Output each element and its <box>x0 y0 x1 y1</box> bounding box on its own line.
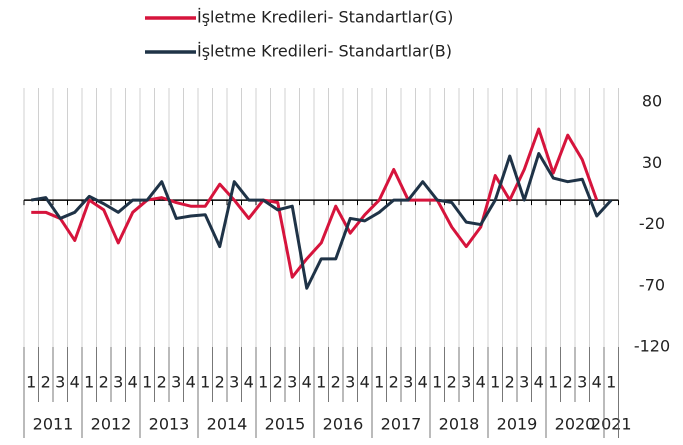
series-line <box>31 152 613 290</box>
year-label: 2018 <box>439 415 480 434</box>
y-tick-label: -120 <box>634 337 670 356</box>
quarter-label: 2 <box>41 373 51 392</box>
quarter-label: 4 <box>244 373 254 392</box>
quarter-label: 3 <box>519 373 529 392</box>
quarter-label: 3 <box>229 373 239 392</box>
year-label: 2012 <box>91 415 132 434</box>
quarter-label: 2 <box>157 373 167 392</box>
y-tick-label: -70 <box>639 275 665 294</box>
y-tick-label: -20 <box>639 214 665 233</box>
year-label: 2017 <box>381 415 422 434</box>
quarter-label: 1 <box>258 373 268 392</box>
year-label: 2016 <box>323 415 364 434</box>
quarter-label: 3 <box>287 373 297 392</box>
quarter-label: 2 <box>331 373 341 392</box>
year-label: 2019 <box>497 415 538 434</box>
series-line <box>31 127 599 279</box>
quarter-label: 4 <box>128 373 138 392</box>
quarter-label: 3 <box>113 373 123 392</box>
y-tick-label: 30 <box>642 153 662 172</box>
quarter-label: 1 <box>490 373 500 392</box>
quarter-label: 4 <box>360 373 370 392</box>
year-label: 2014 <box>207 415 248 434</box>
quarter-label: 2 <box>99 373 109 392</box>
quarter-label: 1 <box>606 373 616 392</box>
quarter-label: 4 <box>302 373 312 392</box>
year-label: 2013 <box>149 415 190 434</box>
quarter-label: 3 <box>403 373 413 392</box>
quarter-label: 2 <box>505 373 515 392</box>
year-label: 2015 <box>265 415 306 434</box>
quarter-label: 2 <box>273 373 283 392</box>
year-label: 2021 <box>591 415 632 434</box>
quarter-label: 4 <box>476 373 486 392</box>
quarter-label: 1 <box>316 373 326 392</box>
quarter-label: 2 <box>447 373 457 392</box>
quarter-label: 3 <box>55 373 65 392</box>
quarter-label: 1 <box>548 373 558 392</box>
quarter-label: 1 <box>374 373 384 392</box>
legend-label: İşletme Kredileri- Standartlar(G) <box>197 8 453 27</box>
quarter-label: 4 <box>592 373 602 392</box>
quarter-label: 2 <box>389 373 399 392</box>
quarter-label: 1 <box>26 373 36 392</box>
quarter-label: 4 <box>186 373 196 392</box>
quarter-label: 3 <box>577 373 587 392</box>
quarter-label: 4 <box>534 373 544 392</box>
year-label: 2011 <box>33 415 74 434</box>
y-tick-label: 80 <box>642 92 662 111</box>
quarter-label: 3 <box>461 373 471 392</box>
quarter-label: 4 <box>418 373 428 392</box>
quarter-label: 3 <box>171 373 181 392</box>
quarter-label: 3 <box>345 373 355 392</box>
quarter-label: 2 <box>563 373 573 392</box>
quarter-label: 1 <box>84 373 94 392</box>
year-label: 2020 <box>555 415 596 434</box>
quarter-label: 2 <box>215 373 225 392</box>
quarter-label: 1 <box>432 373 442 392</box>
legend-label: İşletme Kredileri- Standartlar(B) <box>197 42 452 61</box>
quarter-label: 1 <box>200 373 210 392</box>
quarter-label: 1 <box>142 373 152 392</box>
quarter-label: 4 <box>70 373 80 392</box>
